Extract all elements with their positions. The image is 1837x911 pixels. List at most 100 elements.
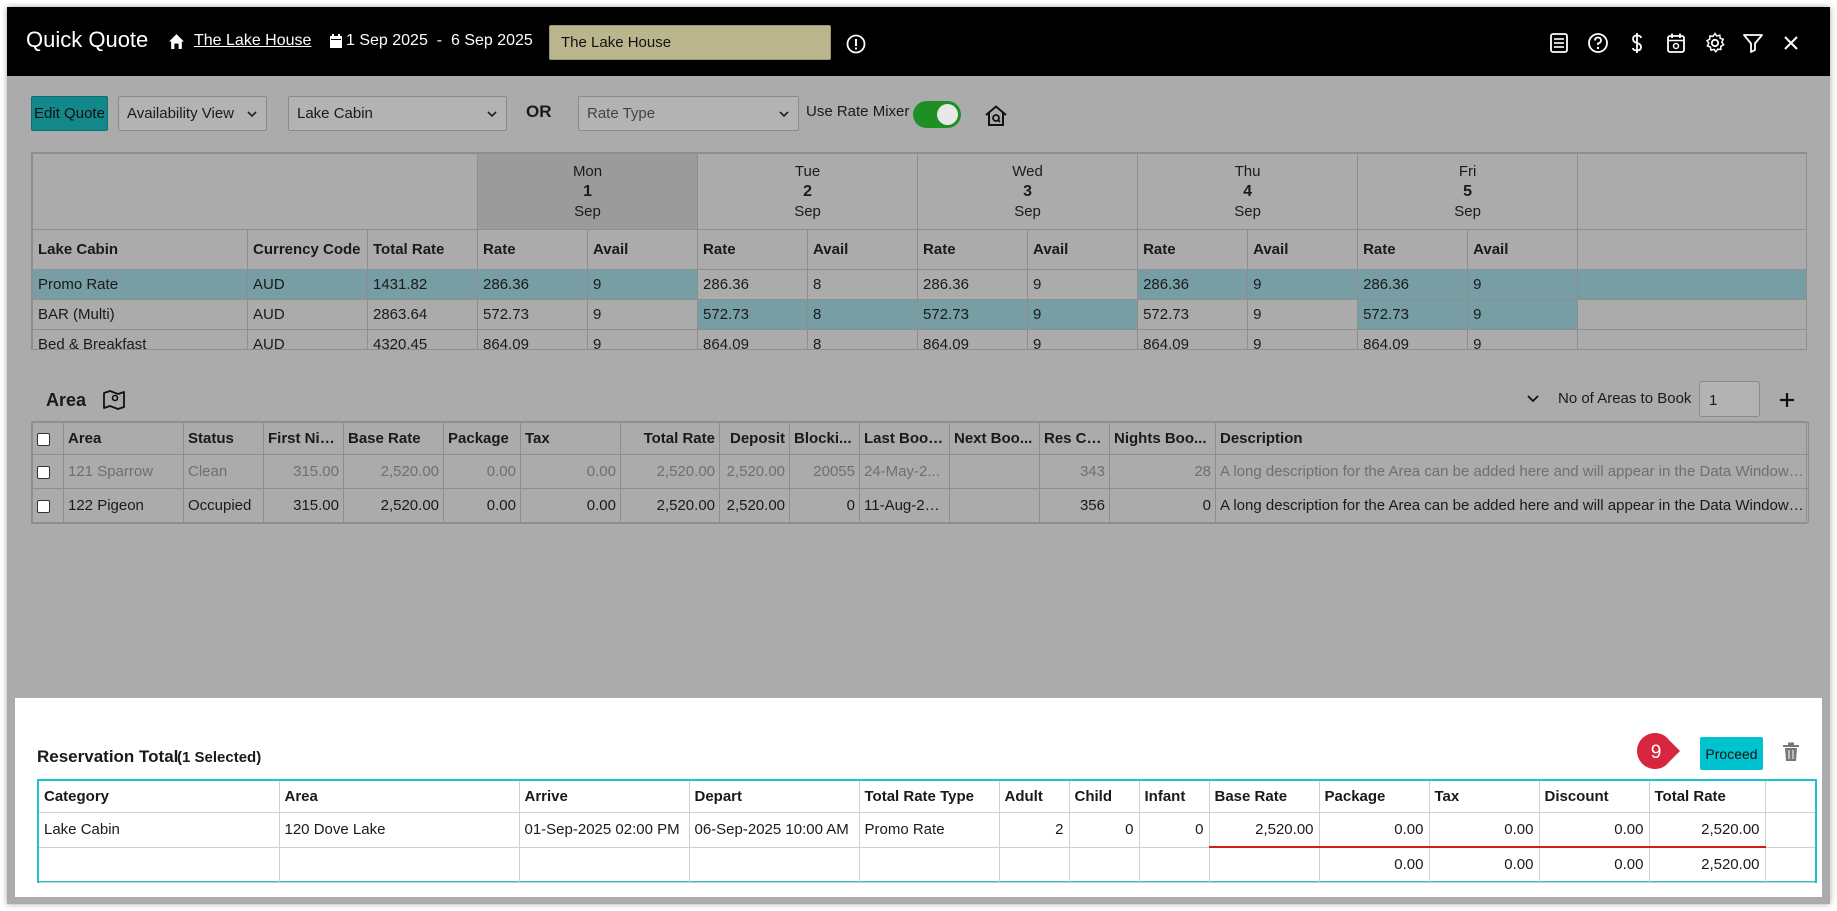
- help-icon[interactable]: [1587, 32, 1609, 54]
- col-header: Avail: [587, 229, 699, 270]
- day-header[interactable]: Wed 3 Sep: [917, 153, 1139, 230]
- select-all-checkbox[interactable]: [37, 432, 50, 446]
- col-header: Arrive: [519, 781, 690, 813]
- page-title: Quick Quote: [26, 27, 149, 52]
- view-select[interactable]: Availability View: [118, 96, 267, 131]
- col-header: Area: [63, 422, 184, 455]
- col-header: Res Co...: [1039, 422, 1110, 455]
- col-header: Currency Code: [247, 229, 368, 270]
- edit-quote-button[interactable]: Edit Quote: [31, 96, 108, 131]
- plus-icon[interactable]: [1778, 391, 1796, 409]
- row-checkbox[interactable]: [37, 465, 50, 479]
- no-areas-input[interactable]: 1: [1699, 381, 1760, 417]
- reservation-total-panel: Reservation Total (1 Selected) 9 Proceed…: [15, 698, 1822, 897]
- area-title: Area: [46, 390, 87, 410]
- rate-row[interactable]: BAR (Multi) AUD 2863.64 572.73 9 572.73 …: [32, 299, 1806, 330]
- grid-corner: [32, 153, 479, 230]
- col-header: Next Boo...: [949, 422, 1040, 455]
- home-icon: [169, 34, 184, 49]
- rate-mixer-label: Use Rate Mixer: [806, 103, 910, 120]
- col-header: Rate: [917, 229, 1029, 270]
- row-checkbox[interactable]: [37, 499, 50, 513]
- col-header: Total Rate: [620, 422, 720, 455]
- area-grid: Area Status First Nig... Base Rate Packa…: [31, 421, 1809, 524]
- col-header: Discount: [1539, 781, 1650, 813]
- gear-icon[interactable]: [1704, 32, 1726, 54]
- or-label: OR: [526, 102, 552, 121]
- chevron-down-icon: [779, 111, 789, 118]
- chevron-down-icon[interactable]: [1525, 391, 1541, 407]
- dollar-icon[interactable]: [1626, 32, 1648, 54]
- reservation-total-title: Reservation Total: [37, 747, 179, 766]
- col-header: Base Rate: [1209, 781, 1320, 813]
- col-header: Tax: [1429, 781, 1540, 813]
- property-input[interactable]: The Lake House: [549, 25, 831, 60]
- col-header: Total Rate: [1649, 781, 1766, 813]
- notes-icon[interactable]: [1548, 32, 1570, 54]
- totals-row: 0.00 0.00 0.00 2,520.00: [39, 847, 1815, 883]
- col-header: Adult: [999, 781, 1070, 813]
- col-header: Lake Cabin: [32, 229, 248, 270]
- col-header: Rate: [477, 229, 589, 270]
- reservation-grid: Category Area Arrive Depart Total Rate T…: [37, 779, 1817, 883]
- callout-number: 9: [1651, 742, 1662, 763]
- day-header[interactable]: Tue 2 Sep: [697, 153, 919, 230]
- map-icon[interactable]: [102, 388, 126, 410]
- day-header[interactable]: Mon 1 Sep: [477, 153, 699, 230]
- col-header: Avail: [1467, 229, 1579, 270]
- day-header[interactable]: Thu 4 Sep: [1137, 153, 1359, 230]
- col-header: Rate: [1137, 229, 1249, 270]
- header-bar: Quick Quote The Lake House 1 Sep 2025 - …: [7, 7, 1830, 76]
- trash-icon[interactable]: [1782, 742, 1800, 762]
- selected-count: (1 Selected): [177, 749, 262, 766]
- quick-quote-window: Quick Quote The Lake House 1 Sep 2025 - …: [7, 7, 1830, 904]
- col-header: Category: [39, 781, 280, 813]
- col-header: Avail: [1247, 229, 1359, 270]
- col-header: Tax: [520, 422, 621, 455]
- rate-row[interactable]: Promo Rate AUD 1431.82 286.36 9 286.36 8…: [32, 269, 1806, 300]
- col-header: Depart: [689, 781, 860, 813]
- rate-row[interactable]: Bed & Breakfast AUD 4320.45 864.09 9 864…: [32, 329, 1806, 349]
- rate-type-select[interactable]: Rate Type: [578, 96, 799, 131]
- date-range[interactable]: 1 Sep 2025 - 6 Sep 2025: [346, 32, 533, 49]
- day-header[interactable]: Fri 5 Sep: [1357, 153, 1579, 230]
- house-search-icon[interactable]: [984, 104, 1008, 128]
- col-header: Rate: [697, 229, 809, 270]
- chevron-down-icon: [487, 111, 497, 118]
- col-header: Total Rate Type: [859, 781, 1000, 813]
- col-header: Last Book...: [859, 422, 950, 455]
- col-header: Infant: [1139, 781, 1210, 813]
- reservation-row[interactable]: Lake Cabin 120 Dove Lake 01-Sep-2025 02:…: [39, 812, 1815, 848]
- col-header: Package: [443, 422, 521, 455]
- calendar-icon: [330, 34, 342, 48]
- col-header: First Nig...: [263, 422, 344, 455]
- calendar-star-icon[interactable]: [1665, 32, 1687, 54]
- area-row[interactable]: 121 Sparrow Clean 315.00 2,520.00 0.00 0…: [32, 454, 1809, 489]
- col-header: Child: [1069, 781, 1140, 813]
- toggle-knob: [937, 104, 958, 125]
- no-areas-label: No of Areas to Book: [1558, 390, 1692, 407]
- rate-mixer-toggle[interactable]: [913, 101, 961, 128]
- area-row[interactable]: 122 Pigeon Occupied 315.00 2,520.00 0.00…: [32, 488, 1809, 523]
- col-header: Status: [183, 422, 264, 455]
- filter-icon[interactable]: [1742, 32, 1764, 54]
- step-callout: 9: [1637, 733, 1680, 769]
- col-header: Deposit: [719, 422, 790, 455]
- empty-header: [1577, 153, 1806, 230]
- col-header: Base Rate: [343, 422, 444, 455]
- col-header: Blocki...: [789, 422, 860, 455]
- col-header: Area: [279, 781, 520, 813]
- col-header: Nights Boo...: [1109, 422, 1216, 455]
- category-select[interactable]: Lake Cabin: [288, 96, 507, 131]
- proceed-button[interactable]: Proceed: [1700, 737, 1763, 770]
- close-icon[interactable]: [1780, 32, 1802, 54]
- property-link[interactable]: The Lake House: [194, 32, 312, 49]
- col-header: Rate: [1357, 229, 1469, 270]
- chevron-down-icon: [247, 111, 257, 118]
- info-icon[interactable]: [846, 34, 866, 54]
- col-header: Total Rate: [366, 229, 479, 270]
- col-header: Package: [1319, 781, 1430, 813]
- col-header: Avail: [1027, 229, 1139, 270]
- col-header: Description: [1215, 422, 1809, 455]
- rate-grid: Mon 1 Sep Tue 2 Sep Wed 3 Sep Thu 4 Sep Fri 5 Sep …: [31, 152, 1807, 350]
